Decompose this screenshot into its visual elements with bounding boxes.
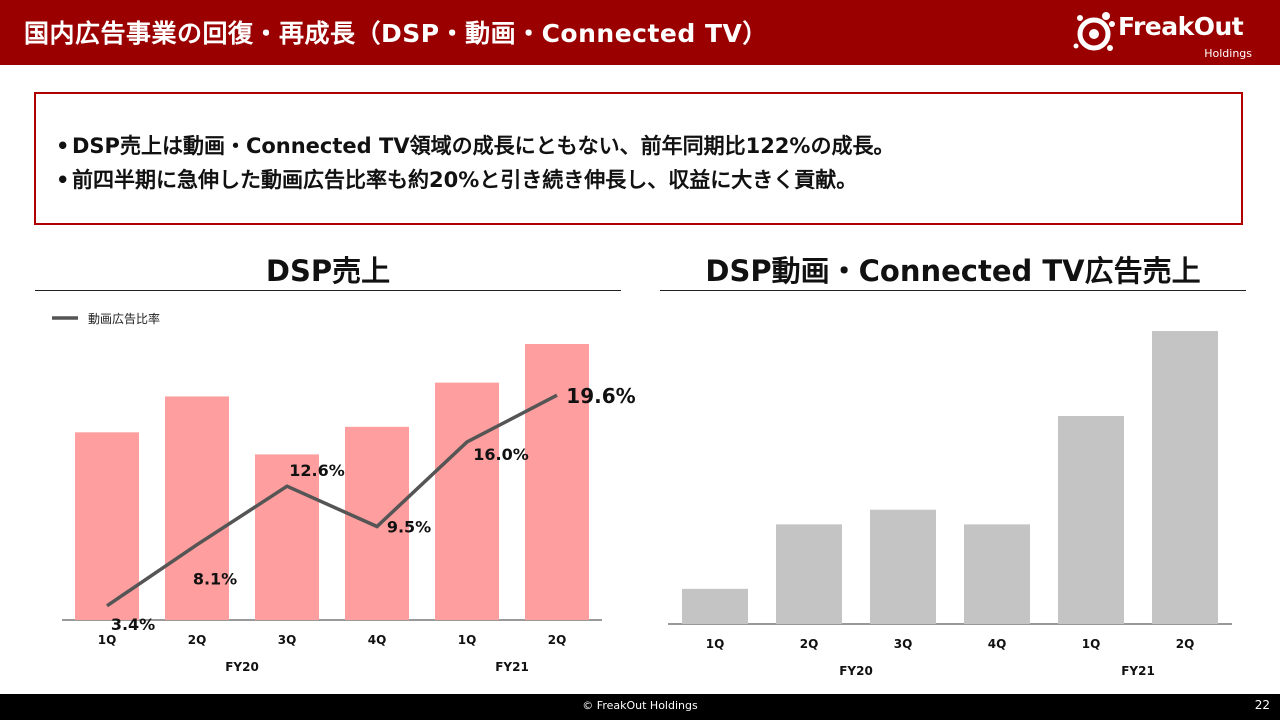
dsp-video-x-tick-label: 4Q bbox=[988, 637, 1007, 651]
dsp-video-bar bbox=[682, 588, 748, 624]
dsp-video-bar bbox=[870, 509, 936, 624]
video-ratio-line bbox=[106, 393, 558, 608]
copyright-text: © FreakOut Holdings bbox=[582, 699, 698, 712]
dsp-video-x-tick-label: 1Q bbox=[1082, 637, 1101, 651]
footer-bar: © FreakOut Holdings 22 bbox=[0, 694, 1280, 720]
video-ratio-data-label: 19.6% bbox=[566, 384, 635, 408]
dsp-video-x-tick-label: 2Q bbox=[800, 637, 819, 651]
logo-mark-icon bbox=[1073, 12, 1115, 51]
dsp-sales-x-tick-label: 2Q bbox=[188, 633, 207, 647]
dsp-video-x-tick-label: 3Q bbox=[894, 637, 913, 651]
logo-text: FreakOut bbox=[1118, 12, 1244, 41]
dsp-sales-chart-title: DSP売上 bbox=[265, 254, 391, 288]
right-chart-title-rule bbox=[660, 290, 1246, 291]
dsp-video-bar bbox=[964, 524, 1030, 624]
dsp-video-x-tick-label: 1Q bbox=[706, 637, 725, 651]
dsp-sales-bar bbox=[165, 396, 229, 620]
dsp-video-bar bbox=[776, 524, 842, 624]
dsp-sales-x-tick-label: 3Q bbox=[278, 633, 297, 647]
dsp-video-ctv-chart: 1Q 2Q 3Q 4Q 1Q 2Q FY20 FY21 bbox=[668, 331, 1232, 678]
summary-bullet-1: • DSP売上は動画・Connected TV領域の成長にともない、前年同期比12… bbox=[56, 134, 895, 158]
dsp-sales-x-tick-label: 2Q bbox=[548, 633, 567, 647]
dsp-sales-x-tick-label: 1Q bbox=[98, 633, 117, 647]
summary-box: • DSP売上は動画・Connected TV領域の成長にともない、前年同期比12… bbox=[34, 92, 1243, 225]
video-ratio-data-label: 16.0% bbox=[473, 445, 529, 464]
page-number: 22 bbox=[1254, 698, 1270, 712]
dsp-video-ctv-chart-title: DSP動画・Connected TV広告売上 bbox=[705, 254, 1201, 288]
logo-subtext: Holdings bbox=[1204, 47, 1252, 60]
dsp-sales-chart: 1Q 2Q 3Q 4Q 1Q 2Q FY20 FY21 3.4% 8.1% 12.6% 9.5% 16.… bbox=[52, 311, 636, 674]
dsp-video-bar bbox=[1058, 415, 1124, 624]
dsp-sales-group-label: FY20 bbox=[225, 660, 259, 674]
dsp-video-x-tick-label: 2Q bbox=[1176, 637, 1195, 651]
video-ratio-data-label: 8.1% bbox=[193, 570, 237, 589]
video-ratio-data-label: 3.4% bbox=[111, 615, 155, 634]
dsp-video-group-label: FY21 bbox=[1121, 664, 1155, 678]
dsp-sales-x-tick-label: 1Q bbox=[458, 633, 477, 647]
video-ratio-data-label: 9.5% bbox=[387, 518, 431, 537]
video-ratio-data-label: 12.6% bbox=[289, 461, 345, 480]
legend-label: 動画広告比率 bbox=[88, 311, 160, 326]
dsp-sales-bar bbox=[435, 382, 499, 620]
header-bar: 国内広告事業の回復・再成長（DSP・動画・Connected TV） Freak… bbox=[0, 0, 1280, 65]
dsp-video-bar bbox=[1152, 331, 1218, 624]
dsp-sales-x-tick-label: 4Q bbox=[368, 633, 387, 647]
dsp-sales-group-label: FY21 bbox=[495, 660, 529, 674]
dsp-sales-bar bbox=[255, 454, 319, 620]
dsp-sales-bar bbox=[525, 344, 589, 620]
dsp-sales-bar bbox=[75, 432, 139, 620]
left-chart-title-rule bbox=[35, 290, 621, 291]
company-logo: FreakOut Holdings bbox=[1070, 4, 1260, 62]
summary-bullet-2: • 前四半期に急伸した動画広告比率も約20%と引き続き伸長し、収益に大きく貢献。 bbox=[56, 168, 858, 192]
page-title: 国内広告事業の回復・再成長（DSP・動画・Connected TV） bbox=[24, 19, 768, 48]
dsp-sales-bar bbox=[345, 426, 409, 620]
dsp-video-group-label: FY20 bbox=[839, 664, 873, 678]
